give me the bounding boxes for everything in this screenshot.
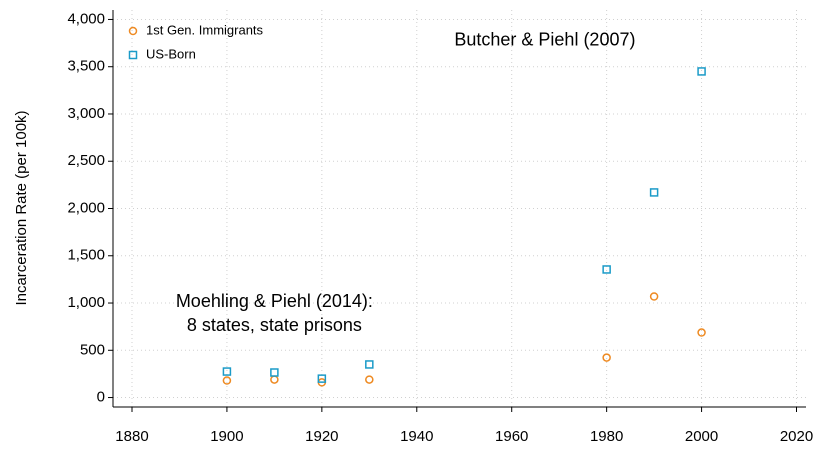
legend-marker [128,50,138,60]
point [649,188,659,197]
point [365,360,374,369]
x-tick-label: 1960 [495,428,528,445]
y-tick-label: 3,000 [67,105,105,122]
y-axis-label: Incarceration Rate (per 100k) [13,110,30,305]
point [270,375,279,384]
y-tick-label: 1,500 [67,247,105,264]
y-tick-label: 0 [97,389,105,406]
point [649,292,659,301]
x-tick-label: 1940 [400,428,433,445]
y-tick-label: 4,000 [67,10,105,27]
annotation: Butcher & Piehl (2007) [454,29,635,49]
legend-marker [128,26,138,36]
point [602,265,611,274]
x-tick-label: 1900 [210,428,243,445]
point [222,367,232,376]
x-tick-label: 1920 [305,428,338,445]
y-tick-label: 2,000 [67,199,105,216]
point [365,375,374,384]
x-tick-label: 2020 [780,428,813,445]
x-tick-label: 2000 [685,428,718,445]
legend-label: 1st Gen. Immigrants [146,22,264,37]
point [270,368,279,377]
y-tick-label: 3,500 [67,58,105,75]
y-tick-label: 2,500 [67,152,105,169]
x-tick-label: 1980 [590,428,623,445]
point [697,67,706,76]
annotation: Moehling & Piehl (2014): [176,291,373,311]
point [697,328,706,337]
legend-label: US-Born [146,46,196,61]
point [222,376,232,385]
y-tick-label: 500 [80,341,105,358]
x-tick-label: 1880 [115,428,148,445]
annotation: 8 states, state prisons [187,315,362,335]
point [317,374,327,383]
y-tick-label: 1,000 [67,294,105,311]
point [602,353,611,362]
